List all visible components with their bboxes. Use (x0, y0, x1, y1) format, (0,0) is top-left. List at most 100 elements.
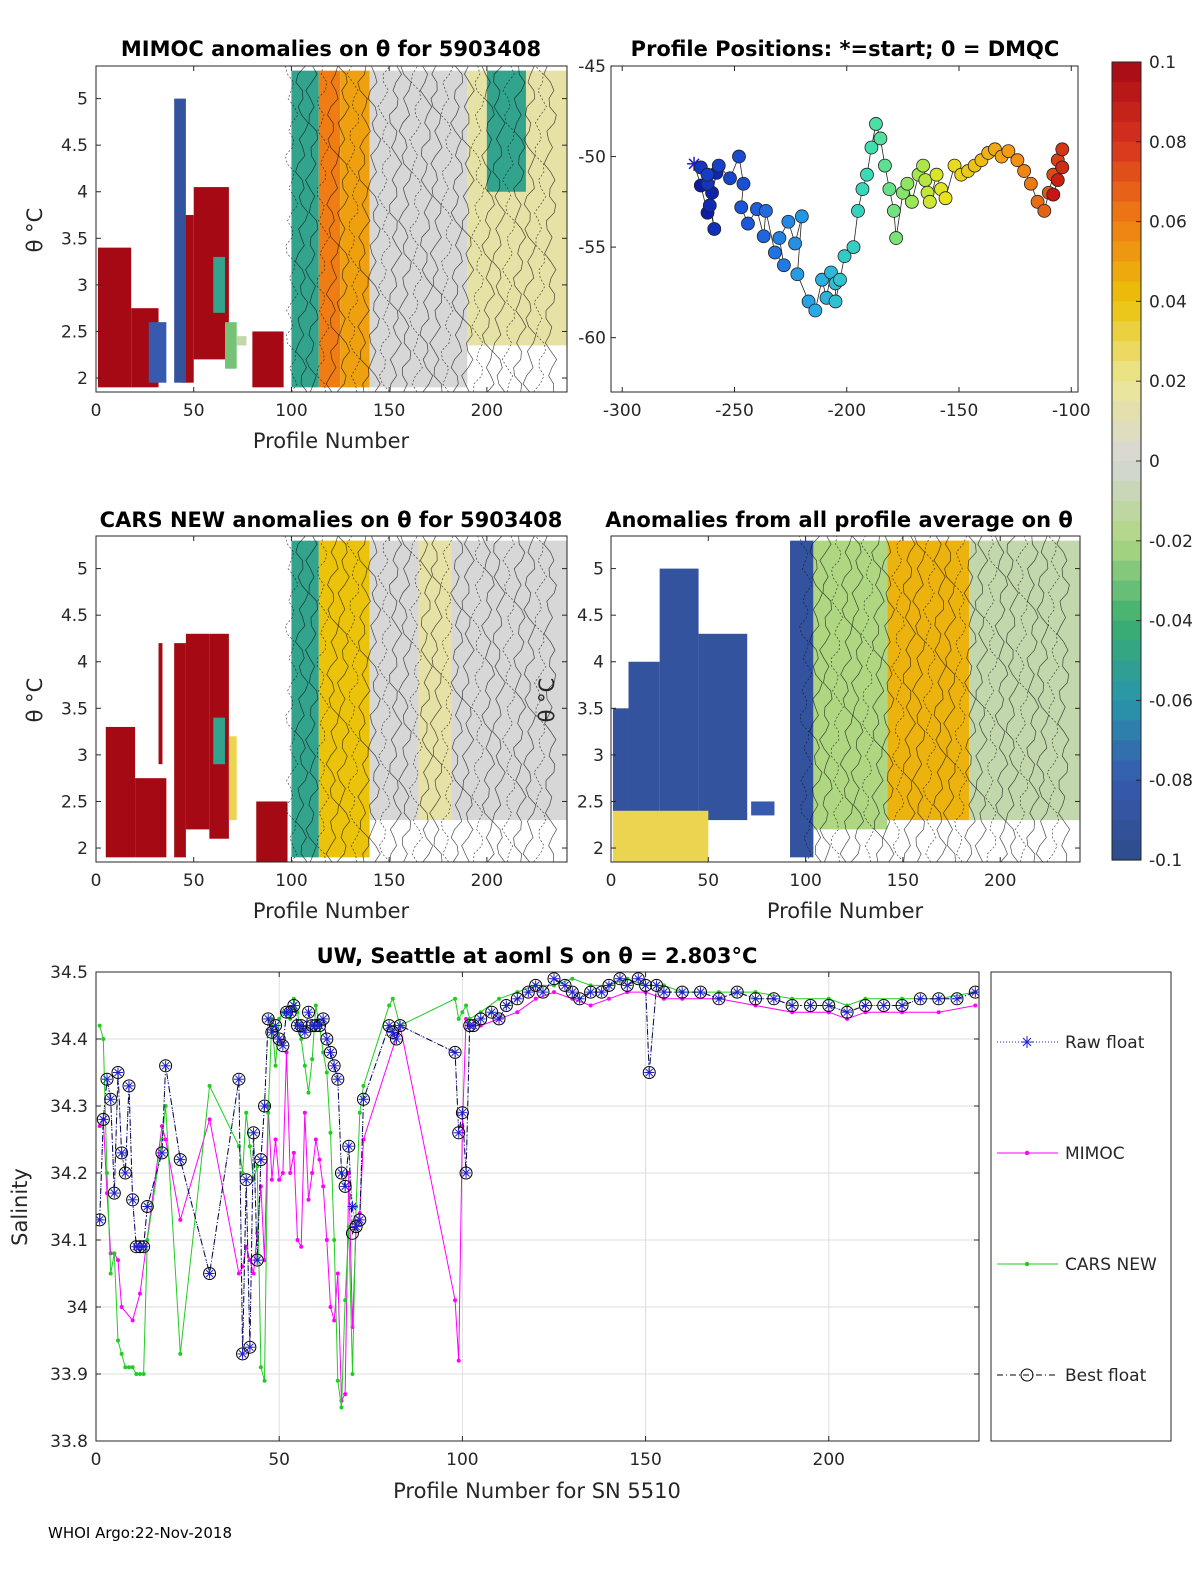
raw-float-point (109, 1188, 120, 1199)
mimoc-point (306, 1197, 311, 1202)
x-tick-label: 100 (789, 871, 821, 891)
profile-position-point (878, 158, 892, 173)
raw-float-point-stroke (110, 1189, 119, 1197)
raw-float-point-stroke (861, 1001, 870, 1010)
mimoc-point (321, 1184, 326, 1189)
p3-contour-line (295, 536, 309, 862)
raw-float-point (277, 1040, 288, 1051)
y-tick-label: 3.5 (61, 699, 88, 719)
raw-float-point-stroke (495, 1015, 503, 1023)
raw-float-point-stroke (319, 1015, 328, 1023)
mimoc-point (863, 1010, 868, 1015)
p3-contour-line (429, 536, 443, 862)
p1-cell-2 (148, 322, 167, 383)
best-float-point (536, 985, 550, 999)
p4-cell-9 (969, 540, 1080, 821)
y-tick-label: 5 (593, 560, 604, 580)
mimoc-point (973, 1003, 978, 1008)
best-float-point (287, 999, 301, 1012)
raw-float-point-stroke (502, 1001, 511, 1010)
mimoc-point (207, 1117, 212, 1122)
colorbar-tick-label: -0.1 (1149, 851, 1182, 871)
x-tick-label: -200 (827, 401, 866, 421)
cars-new-point (387, 1003, 392, 1008)
legend-marker-best-float (1020, 1368, 1034, 1382)
colorbar-segment (1112, 221, 1141, 243)
y-tick-label: 34.2 (50, 1164, 88, 1184)
raw-float-point (101, 1074, 112, 1085)
colorbar-segment (1112, 161, 1141, 183)
p3-contour-line (336, 536, 351, 862)
raw-float-point-stroke (645, 1068, 654, 1077)
profile-position-point (886, 203, 901, 218)
p4-cell-5 (751, 801, 775, 816)
p3-cell-4 (185, 633, 210, 830)
raw-float-point (651, 980, 662, 991)
raw-float-point (494, 1013, 505, 1024)
raw-float-point (252, 1255, 263, 1266)
mimoc-point (453, 1298, 458, 1303)
best-float-point (712, 992, 726, 1006)
y-tick-label: 2.5 (61, 792, 88, 812)
raw-float-point (787, 1000, 798, 1011)
p1-contour-line (389, 66, 403, 392)
raw-float-point-stroke (696, 988, 705, 996)
p1-cell-13 (369, 70, 468, 388)
best-float-point (529, 978, 543, 992)
cars-new-point (108, 1271, 113, 1276)
raw-float-point (156, 1147, 167, 1158)
raw-float-point-stroke (476, 1015, 485, 1023)
p4-cell-8 (887, 540, 970, 821)
panel5-title: UW, Seattle at aoml S on θ = 2.803°C (317, 944, 758, 968)
x-tick-label: 100 (275, 401, 307, 421)
best-float-point (499, 999, 513, 1012)
cars-new-point (464, 1003, 469, 1008)
mimoc-point (515, 1010, 520, 1015)
best-float-point (272, 1032, 286, 1046)
p3-contour-line (325, 536, 339, 862)
y-tick-label: 4.5 (61, 606, 88, 626)
raw-float-point-stroke (315, 1021, 324, 1030)
raw-float-point-stroke (103, 1075, 111, 1084)
raw-float-point (175, 1154, 186, 1165)
best-float-point (334, 1166, 348, 1180)
profile-position-point (938, 191, 953, 206)
raw-float-point (116, 1147, 127, 1158)
p1-contour-line (305, 66, 319, 392)
p3-contour-line (346, 536, 361, 862)
raw-float-point (644, 1067, 655, 1078)
raw-float-point-stroke (388, 1028, 397, 1037)
p1-contour-line (419, 66, 434, 392)
raw-float-point (303, 1007, 314, 1018)
raw-float-point (127, 1194, 138, 1205)
best-float-point (558, 978, 572, 992)
raw-float-point-stroke (575, 994, 584, 1003)
p3-contour-line (492, 536, 506, 862)
y-tick-label: 4.5 (61, 136, 88, 156)
mimoc-point (313, 1137, 318, 1142)
colorbar-segment (1112, 680, 1141, 701)
colorbar-segment (1112, 560, 1141, 582)
colorbar-segment (1112, 520, 1141, 542)
raw-float-point (321, 1034, 332, 1044)
cars-new-point (478, 1010, 483, 1015)
best-float-point (298, 1025, 312, 1039)
best-float-point (276, 1039, 290, 1053)
mimoc-point (332, 1318, 337, 1323)
p1-contours (284, 66, 558, 392)
best-float-point (353, 1213, 367, 1227)
panel1-axes (95, 65, 568, 393)
best-float-point (492, 1012, 506, 1026)
profile-position-point (734, 200, 749, 215)
mimoc-point (280, 1171, 285, 1175)
raw-float-point-stroke (458, 1108, 467, 1117)
mimoc-point (661, 996, 666, 1001)
profile-position-point (732, 149, 746, 164)
profile-position-point (1046, 187, 1061, 202)
colorbar-segment (1112, 321, 1141, 342)
y-tick-label: 34.4 (50, 1030, 88, 1050)
panel5-ticks: 0 50 100 150 200 34.5 34.4 34.3 34.2 34.1 34 33.9 33… (50, 963, 979, 1470)
raw-float-point-stroke (125, 1082, 133, 1090)
profile-position-point (855, 182, 870, 197)
p1-contour-line (429, 66, 443, 392)
